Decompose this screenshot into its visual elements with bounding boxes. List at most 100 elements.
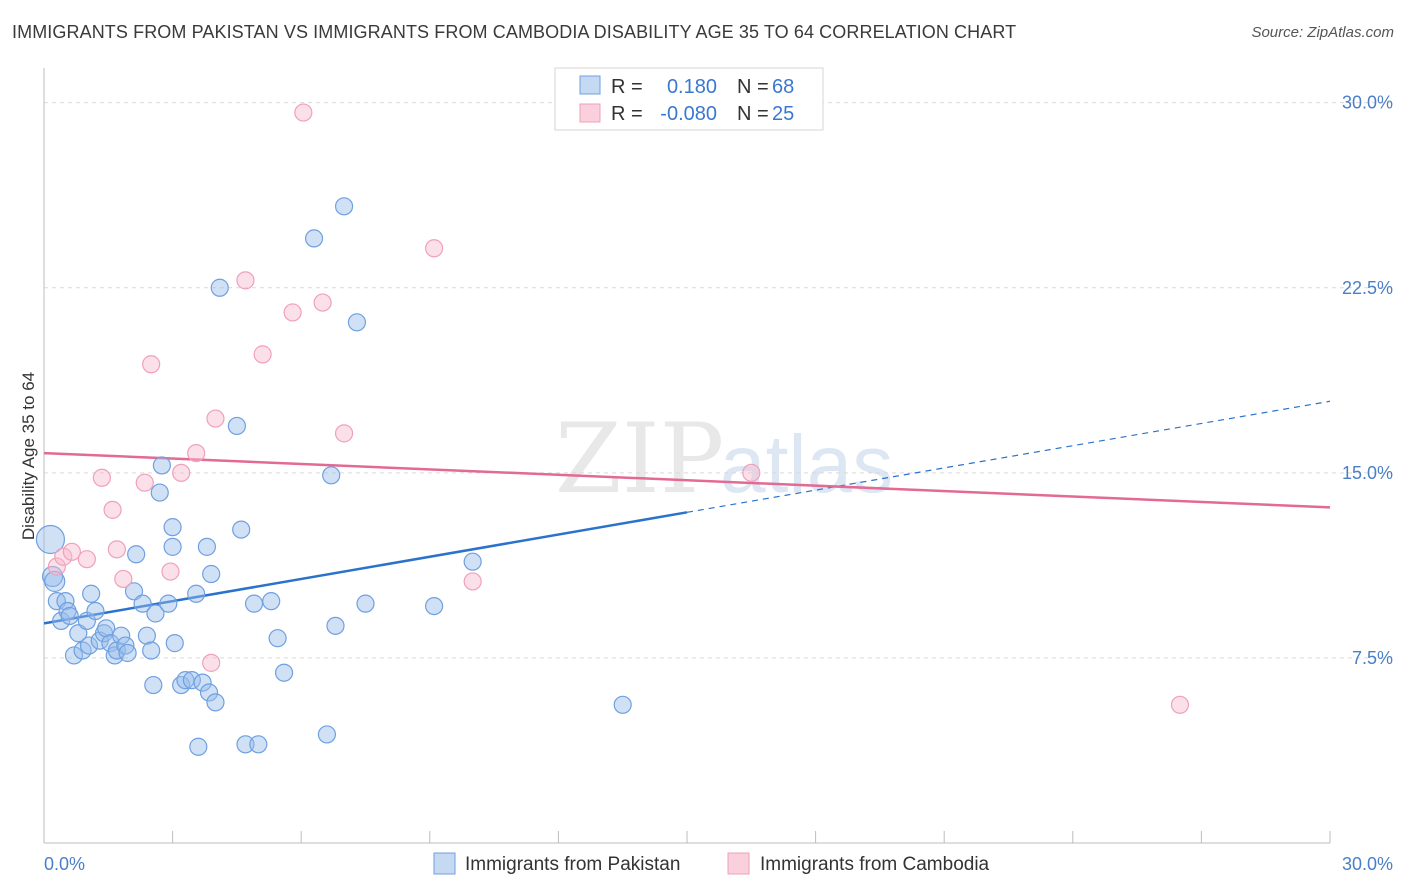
- point-pakistan-41: [189, 737, 208, 756]
- point-pakistan-31: [150, 483, 169, 502]
- point-pakistan-49: [232, 520, 251, 539]
- point-pakistan-17: [97, 619, 116, 638]
- bottom-legend-swatch-cambodia: [727, 852, 750, 875]
- point-cambodia-12: [187, 443, 206, 463]
- point-pakistan-22: [116, 636, 135, 655]
- trend-line-cambodia: [43, 451, 1331, 509]
- legend-n-label-pakistan: N =: [737, 76, 769, 98]
- point-cambodia-7: [114, 569, 133, 589]
- point-cambodia-18: [294, 103, 313, 122]
- point-pakistan-64: [463, 552, 482, 571]
- point-cambodia-15: [236, 271, 255, 290]
- point-pakistan-0: [35, 524, 66, 555]
- point-pakistan-55: [274, 663, 294, 682]
- point-pakistan-45: [202, 564, 221, 584]
- series-legend: Immigrants from Pakistan Immigrants from…: [433, 852, 990, 875]
- point-cambodia-1: [54, 547, 73, 566]
- bottom-legend-swatch-pakistan: [433, 852, 456, 875]
- point-pakistan-24: [124, 582, 144, 601]
- point-cambodia-14: [206, 409, 225, 428]
- point-pakistan-43: [197, 537, 216, 556]
- point-pakistan-58: [322, 466, 341, 485]
- point-cambodia-8: [135, 473, 154, 492]
- legend-r-label-pakistan: R =: [611, 76, 643, 98]
- point-cambodia-0: [47, 557, 66, 576]
- legend-r-label-cambodia: R =: [611, 103, 643, 125]
- watermark: ZIP atlas: [555, 403, 893, 515]
- point-pakistan-29: [144, 675, 163, 695]
- point-cambodia-21: [424, 239, 444, 258]
- x-tick-label-0: 0.0%: [44, 854, 85, 874]
- watermark-zip: ZIP: [555, 403, 724, 515]
- axes: [43, 68, 1331, 844]
- point-pakistan-28: [142, 641, 161, 660]
- point-pakistan-46: [206, 693, 225, 712]
- source-label: Source: ZipAtlas.com: [1251, 24, 1394, 41]
- point-cambodia-23: [742, 463, 761, 482]
- point-pakistan-2: [44, 570, 66, 593]
- point-cambodia-6: [107, 540, 126, 559]
- legend-r-value-pakistan: 0.180: [667, 76, 717, 98]
- point-pakistan-7: [60, 606, 79, 626]
- point-pakistan-60: [334, 197, 354, 216]
- point-pakistan-12: [79, 636, 99, 655]
- point-pakistan-51: [244, 594, 264, 613]
- x-tick-label-1: 30.0%: [1342, 854, 1393, 874]
- y-tick-label-2: 22.5%: [1342, 278, 1393, 298]
- point-cambodia-16: [253, 345, 272, 364]
- point-pakistan-61: [347, 313, 367, 332]
- point-pakistan-21: [112, 626, 131, 645]
- legend-r-value-cambodia: -0.080: [660, 103, 717, 125]
- point-cambodia-19: [313, 293, 332, 312]
- point-pakistan-53: [262, 592, 281, 611]
- point-pakistan-62: [356, 594, 375, 613]
- point-pakistan-35: [163, 518, 182, 537]
- bottom-legend-label-pakistan: Immigrants from Pakistan: [465, 854, 680, 875]
- point-pakistan-23: [118, 643, 137, 663]
- watermark-atlas: atlas: [720, 419, 893, 510]
- legend-n-value-pakistan: 68: [772, 76, 794, 98]
- point-cambodia-2: [62, 542, 81, 561]
- tick-labels: 7.5% 15.0% 22.5% 30.0% 0.0% 30.0%: [44, 93, 1393, 874]
- point-pakistan-32: [152, 456, 171, 475]
- chart-title: IMMIGRANTS FROM PAKISTAN VS IMMIGRANTS F…: [12, 22, 1017, 42]
- point-pakistan-33: [159, 594, 178, 613]
- point-pakistan-65: [613, 695, 632, 714]
- grid-lines: [44, 102, 1392, 659]
- point-pakistan-26: [133, 594, 152, 613]
- point-cambodia-20: [334, 424, 354, 443]
- point-pakistan-59: [326, 616, 345, 635]
- point-pakistan-14: [86, 601, 105, 621]
- point-pakistan-57: [317, 725, 337, 744]
- point-cambodia-5: [103, 500, 122, 519]
- point-pakistan-4: [52, 611, 71, 631]
- point-cambodia-9: [142, 355, 161, 374]
- legend-swatch-pakistan: [579, 75, 601, 95]
- y-tick-label-3: 30.0%: [1342, 93, 1393, 113]
- bottom-legend-label-cambodia: Immigrants from Cambodia: [760, 854, 990, 875]
- point-pakistan-52: [249, 735, 268, 754]
- point-cambodia-10: [161, 562, 180, 581]
- y-axis-label: Disability Age 35 to 64: [19, 372, 38, 540]
- trend-line-pakistan-extension: [686, 400, 1331, 513]
- point-cambodia-13: [202, 653, 221, 672]
- point-pakistan-9: [69, 624, 88, 643]
- point-pakistan-54: [268, 629, 287, 648]
- legend-n-value-cambodia: 25: [772, 103, 794, 125]
- point-pakistan-30: [146, 604, 165, 623]
- point-pakistan-50: [236, 735, 255, 754]
- data-points: [35, 103, 1190, 756]
- point-pakistan-8: [64, 646, 84, 665]
- point-pakistan-44: [199, 683, 219, 702]
- y-tick-label-1: 15.0%: [1342, 463, 1393, 483]
- point-cambodia-4: [92, 468, 111, 487]
- point-cambodia-17: [283, 303, 302, 322]
- point-pakistan-27: [137, 626, 156, 645]
- point-cambodia-24: [1170, 695, 1190, 714]
- point-pakistan-48: [227, 416, 246, 436]
- point-pakistan-40: [187, 584, 206, 603]
- point-pakistan-42: [193, 673, 212, 692]
- correlation-legend: R = 0.180 N = 68 R = -0.080 N = 25: [554, 67, 824, 131]
- legend-n-label-cambodia: N =: [737, 103, 769, 125]
